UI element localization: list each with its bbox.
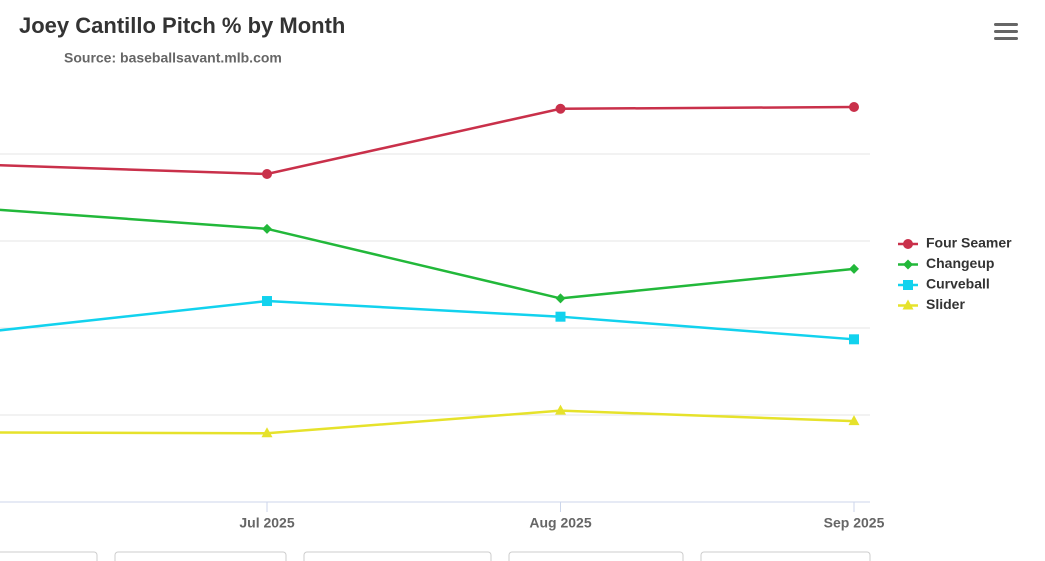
legend-label: Curveball [926, 276, 990, 292]
range-buttons [0, 551, 871, 561]
series [0, 404, 860, 438]
menu-bar[interactable] [994, 30, 1018, 33]
point [262, 169, 272, 180]
chart-title: Joey Cantillo Pitch % by Month [19, 13, 345, 38]
legend-label: Slider [926, 296, 965, 312]
legend-item[interactable]: Changeup [898, 255, 994, 271]
legend-label: Changeup [926, 255, 994, 271]
point [848, 415, 860, 426]
range-button[interactable] [114, 551, 287, 561]
point [262, 223, 272, 234]
series-line [0, 105, 855, 176]
range-button[interactable] [0, 551, 98, 561]
legend-symbol [903, 259, 913, 270]
point [849, 334, 859, 345]
series [0, 102, 859, 180]
menu-button[interactable] [994, 23, 1018, 40]
series-line [0, 208, 855, 300]
series-line [0, 409, 855, 435]
legend-label: Four Seamer [926, 235, 1012, 251]
legend-symbol [902, 299, 914, 310]
point [555, 311, 566, 322]
range-button[interactable] [508, 551, 684, 561]
chart-subtitle: Source: baseballsavant.mlb.com [64, 50, 282, 66]
series [0, 208, 859, 304]
legend-item[interactable]: Curveball [898, 276, 990, 292]
x-tick-label: Sep 2025 [824, 515, 885, 531]
menu-bar[interactable] [994, 23, 1018, 26]
point [261, 427, 273, 438]
x-tick-label: Jul 2025 [239, 515, 294, 531]
series-line [0, 299, 855, 341]
range-button[interactable] [303, 551, 492, 561]
point [262, 296, 272, 307]
legend-item[interactable]: Slider [898, 296, 965, 312]
menu-bar[interactable] [994, 37, 1018, 40]
legend-item[interactable]: Four Seamer [898, 235, 1012, 251]
point [555, 404, 566, 415]
point [555, 293, 566, 304]
point [849, 263, 859, 274]
legend-symbol [903, 239, 913, 249]
series [0, 296, 859, 345]
point [849, 102, 859, 113]
legend-symbol [903, 280, 913, 290]
x-tick-label: Aug 2025 [529, 515, 591, 531]
point [555, 103, 566, 114]
range-button[interactable] [700, 551, 871, 561]
